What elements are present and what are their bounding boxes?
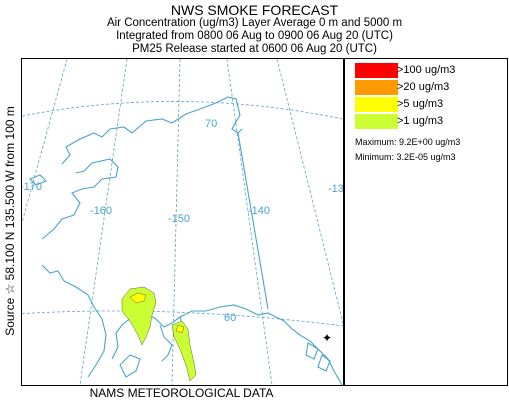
lon-label-150: -150 bbox=[168, 213, 190, 225]
legend-item-100: >100 ug/m3 bbox=[355, 63, 505, 78]
map-canvas: ✦ -170 -160 -150 -140 -130 70 60 bbox=[22, 59, 343, 385]
legend-item-5: >5 ug/m3 bbox=[355, 97, 505, 112]
lon-label-130: -130 bbox=[328, 183, 343, 195]
plume-north-low bbox=[121, 286, 157, 346]
legend-label: >1 ug/m3 bbox=[397, 115, 444, 127]
lat-label-70: 70 bbox=[205, 118, 217, 130]
legend-swatch bbox=[355, 80, 398, 95]
legend-swatch bbox=[355, 114, 398, 129]
alaska-coastline bbox=[41, 96, 343, 385]
source-location-label: Source ☆ 58.100 N 135.500 W from 100 m bbox=[3, 106, 17, 336]
legend-item-20: >20 ug/m3 bbox=[355, 80, 505, 95]
legend-item-1: >1 ug/m3 bbox=[355, 114, 505, 129]
plume-north-mid bbox=[129, 292, 147, 304]
release-info: PM25 Release started at 0600 06 Aug 20 (… bbox=[132, 43, 377, 55]
longitude-line-160 bbox=[79, 59, 128, 385]
lon-label-170: -170 bbox=[22, 181, 42, 193]
lon-label-160: -160 bbox=[90, 205, 112, 217]
legend-panel: >100 ug/m3 >20 ug/m3 >5 ug/m3 >1 ug/m3 M… bbox=[344, 58, 508, 386]
legend-swatch bbox=[355, 63, 398, 78]
longitude-line-140 bbox=[226, 59, 273, 385]
maximum-value: Maximum: 9.2E+00 ug/m3 bbox=[355, 137, 461, 147]
data-source-footer: NAMS METEOROLOGICAL DATA bbox=[89, 386, 274, 400]
canada-border bbox=[237, 132, 269, 310]
kodiak-island bbox=[119, 354, 141, 378]
plume-south-mid bbox=[175, 324, 185, 334]
st-lawrence-island bbox=[29, 174, 47, 186]
integration-period: Integrated from 0800 06 Aug to 0900 06 A… bbox=[116, 30, 393, 42]
legend-label: >20 ug/m3 bbox=[397, 81, 450, 93]
plume-south-low bbox=[171, 320, 197, 382]
map-panel: ✦ -170 -160 -150 -140 -130 70 60 bbox=[21, 58, 344, 386]
legend-label: >5 ug/m3 bbox=[397, 98, 444, 110]
forecast-title: NWS SMOKE FORECAST bbox=[170, 2, 339, 18]
lon-label-140: -140 bbox=[248, 205, 270, 217]
latitude-line-70 bbox=[22, 101, 343, 120]
source-star-icon: ✦ bbox=[322, 331, 332, 345]
legend-label: >100 ug/m3 bbox=[397, 64, 456, 76]
longitude-line-170 bbox=[22, 59, 68, 225]
concentration-subtitle: Air Concentration (ug/m3) Layer Average … bbox=[106, 17, 403, 29]
longitude-line-130 bbox=[276, 59, 343, 325]
southeast-islands bbox=[305, 342, 331, 372]
lat-label-60: 60 bbox=[224, 312, 236, 324]
minimum-value: Minimum: 3.2E-05 ug/m3 bbox=[355, 152, 456, 162]
latitude-line-60 bbox=[22, 310, 343, 327]
legend-swatch bbox=[355, 97, 398, 112]
